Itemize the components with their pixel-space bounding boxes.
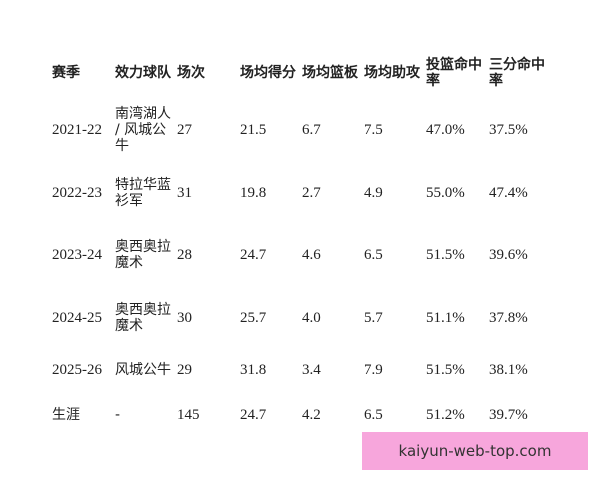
cell-season: 2025-26 [52,362,102,378]
header-rpg: 场均篮板 [302,65,358,81]
cell-season: 生涯 [52,407,80,423]
cell-rpg: 6.7 [302,122,321,138]
cell-fg-pct: 51.5% [426,247,465,263]
header-three-pct: 三分命中率 [489,57,545,89]
cell-team: - [115,407,121,423]
cell-team: 奥西奥拉魔术 [115,302,171,334]
header-fg-pct: 投篮命中率 [426,57,482,89]
cell-season: 2023-24 [52,247,102,263]
cell-three-pct: 38.1% [489,362,528,378]
cell-rpg: 4.2 [302,407,321,423]
header-apg: 场均助攻 [364,65,420,81]
cell-games: 29 [177,362,192,378]
cell-ppg: 25.7 [240,310,267,326]
cell-fg-pct: 51.1% [426,310,465,326]
cell-ppg: 19.8 [240,185,267,201]
cell-fg-pct: 55.0% [426,185,465,201]
cell-ppg: 31.8 [240,362,267,378]
cell-team: 特拉华蓝衫军 [115,177,171,209]
cell-games: 145 [177,407,200,423]
cell-fg-pct: 47.0% [426,122,465,138]
cell-season: 2024-25 [52,310,102,326]
cell-team: 风城公牛 [115,362,171,378]
cell-fg-pct: 51.5% [426,362,465,378]
cell-ppg: 21.5 [240,122,267,138]
header-team: 效力球队 [115,65,171,81]
cell-rpg: 2.7 [302,185,321,201]
cell-games: 27 [177,122,192,138]
cell-ppg: 24.7 [240,407,267,423]
cell-games: 28 [177,247,192,263]
cell-rpg: 3.4 [302,362,321,378]
cell-apg: 7.5 [364,122,383,138]
cell-ppg: 24.7 [240,247,267,263]
header-games: 场次 [177,65,205,81]
header-season: 赛季 [52,65,80,81]
cell-games: 30 [177,310,192,326]
cell-season: 2022-23 [52,185,102,201]
header-ppg: 场均得分 [240,65,296,81]
cell-three-pct: 39.6% [489,247,528,263]
cell-rpg: 4.6 [302,247,321,263]
cell-three-pct: 47.4% [489,185,528,201]
cell-apg: 4.9 [364,185,383,201]
cell-season: 2021-22 [52,122,102,138]
cell-three-pct: 39.7% [489,407,528,423]
cell-team: 奥西奥拉魔术 [115,239,171,271]
cell-apg: 6.5 [364,247,383,263]
cell-team: 南湾湖人 / 风城公牛 [115,106,171,154]
cell-three-pct: 37.5% [489,122,528,138]
cell-fg-pct: 51.2% [426,407,465,423]
cell-games: 31 [177,185,192,201]
cell-rpg: 4.0 [302,310,321,326]
cell-apg: 6.5 [364,407,383,423]
cell-apg: 5.7 [364,310,383,326]
cell-apg: 7.9 [364,362,383,378]
cell-three-pct: 37.8% [489,310,528,326]
watermark: kaiyun-web-top.com [362,432,588,470]
